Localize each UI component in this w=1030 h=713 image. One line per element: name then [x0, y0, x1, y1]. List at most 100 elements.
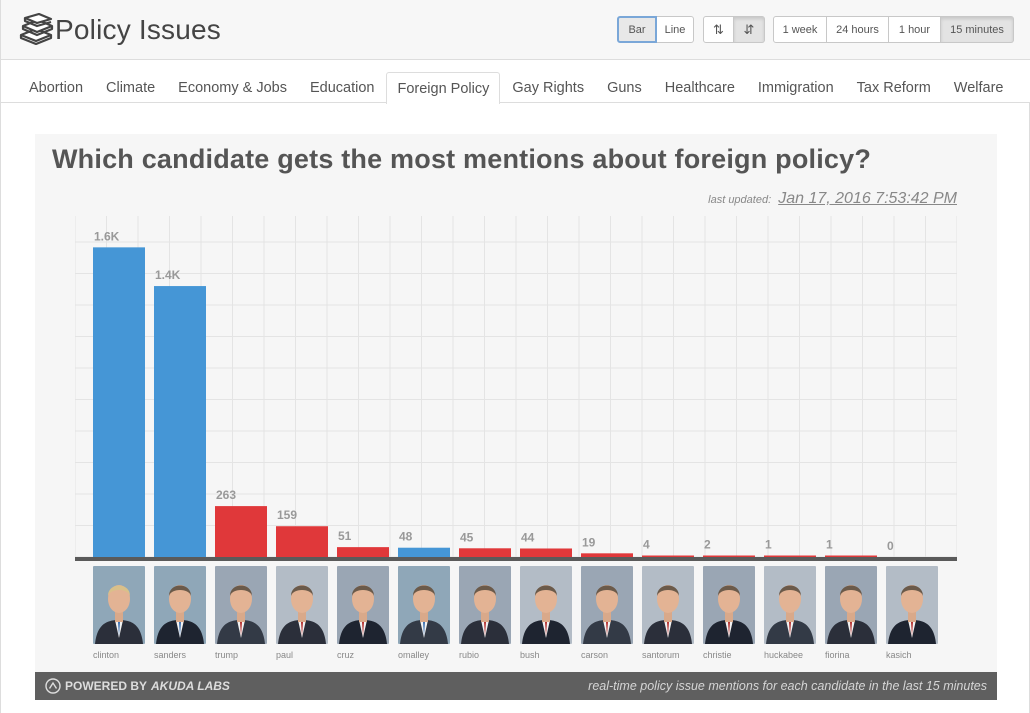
bar-trump[interactable]: [215, 506, 267, 557]
cruz-photo: [337, 566, 389, 644]
timeframe-24-hours-button[interactable]: 24 hours: [827, 16, 889, 43]
candidate-name-christie: christie: [703, 650, 732, 660]
bar-christie[interactable]: [703, 555, 755, 558]
policy-tabs: Abortion Climate Economy & Jobs Education Fo…: [1, 60, 1030, 104]
bar-value-label-rubio: 45: [460, 530, 474, 544]
candidate-sanders[interactable]: sanders: [154, 566, 208, 660]
timeframe-15-minutes-button[interactable]: 15 minutes: [941, 16, 1014, 43]
bar-rubio[interactable]: [459, 548, 511, 557]
timeframe-1-hour-button[interactable]: 1 hour: [889, 16, 941, 43]
bar-omalley[interactable]: [398, 547, 450, 557]
candidate-clinton[interactable]: clinton: [93, 566, 147, 660]
last-updated-label: last updated:: [708, 194, 772, 206]
candidate-bush[interactable]: bush: [520, 566, 574, 660]
candidate-christie[interactable]: christie: [703, 566, 757, 660]
bar-value-label-carson: 19: [582, 535, 596, 549]
bar-carson[interactable]: [581, 553, 633, 557]
tab-tax-reform[interactable]: Tax Reform: [856, 80, 931, 96]
bar-santorum[interactable]: [642, 555, 694, 558]
bush-photo: [520, 566, 572, 644]
tab-education[interactable]: Education: [309, 80, 375, 96]
candidate-name-huckabee: huckabee: [764, 650, 804, 660]
tab-guns[interactable]: Guns: [607, 80, 642, 96]
candidate-omalley[interactable]: omalley: [398, 566, 452, 660]
bar-huckabee[interactable]: [764, 555, 816, 558]
candidate-name-fiorina: fiorina: [825, 650, 850, 660]
app-title: Policy Issues: [55, 14, 221, 45]
bar-cruz[interactable]: [337, 547, 389, 557]
akuda-logo-icon: [45, 678, 61, 694]
sanders-photo: [154, 566, 206, 644]
candidate-huckabee[interactable]: huckabee: [764, 566, 818, 660]
chart-baseline: [75, 557, 957, 561]
bar-chart-button[interactable]: Bar: [617, 16, 657, 43]
bar-value-label-trump: 263: [216, 488, 236, 502]
candidate-name-cruz: cruz: [337, 650, 355, 660]
santorum-photo: [642, 566, 694, 644]
bar-value-label-fiorina: 1: [826, 538, 833, 552]
tab-climate[interactable]: Climate: [106, 80, 156, 96]
candidate-name-santorum: santorum: [642, 650, 680, 660]
candidate-name-trump: trump: [215, 650, 239, 660]
bar-value-label-santorum: 4: [643, 538, 650, 552]
sort-ascending-button[interactable]: ⇅: [703, 16, 734, 43]
candidate-name-paul: paul: [276, 650, 294, 660]
timeframe-1-week-button[interactable]: 1 week: [773, 16, 827, 43]
bar-clinton[interactable]: [93, 247, 145, 557]
candidate-paul[interactable]: paul: [276, 566, 330, 660]
sort-descending-button[interactable]: ⇵: [734, 16, 765, 43]
powered-by-prefix: POWERED BY: [65, 679, 148, 693]
bar-value-label-christie: 2: [704, 538, 711, 552]
candidate-name-rubio: rubio: [459, 650, 480, 660]
sort-ascending-icon: ⇅: [713, 21, 724, 37]
line-chart-button[interactable]: Line: [657, 16, 694, 43]
sort-toggle: ⇅ ⇵: [703, 16, 765, 43]
last-updated: last updated: Jan 17, 2016 7:53:42 PM: [708, 190, 957, 208]
candidate-rubio[interactable]: rubio: [459, 566, 513, 660]
christie-photo: [703, 566, 755, 644]
tab-list: Abortion Climate Economy & Jobs Education Fo…: [18, 72, 1015, 104]
bar-sanders[interactable]: [154, 286, 206, 557]
candidate-name-carson: carson: [581, 650, 609, 660]
header: Policy Issues Bar Line ⇅ ⇵ 1 week 24 hours 1…: [1, 0, 1030, 60]
trump-photo: [215, 566, 267, 644]
bar-value-label-huckabee: 1: [765, 538, 772, 552]
tab-economy-jobs[interactable]: Economy & Jobs: [178, 80, 287, 96]
candidate-kasich[interactable]: kasich: [886, 566, 940, 660]
bar-fiorina[interactable]: [825, 555, 877, 558]
bar-value-label-sanders: 1.4K: [155, 268, 181, 282]
bar-bush[interactable]: [520, 548, 572, 557]
bar-value-label-cruz: 51: [338, 529, 352, 543]
paul-photo: [276, 566, 328, 644]
candidate-santorum[interactable]: santorum: [642, 566, 696, 660]
chart-type-toggle: Bar Line: [617, 16, 694, 43]
candidate-carson[interactable]: carson: [581, 566, 635, 660]
candidate-cruz[interactable]: cruz: [337, 566, 391, 660]
chart-footer: POWERED BY AKUDA LABS real-time policy i…: [35, 672, 997, 700]
candidate-trump[interactable]: trump: [215, 566, 269, 660]
tab-foreign-policy[interactable]: Foreign Policy: [386, 72, 501, 104]
tab-healthcare[interactable]: Healthcare: [664, 80, 735, 96]
bar-paul[interactable]: [276, 526, 328, 557]
tab-welfare[interactable]: Welfare: [953, 80, 1004, 96]
footer-caption: real-time policy issue mentions for each…: [588, 679, 987, 693]
candidate-name-clinton: clinton: [93, 650, 120, 660]
candidate-photos: clinton sanders trump paul cruz omalley rubio b…: [75, 566, 957, 660]
last-updated-timestamp[interactable]: Jan 17, 2016 7:53:42 PM: [778, 190, 957, 207]
sort-descending-icon: ⇵: [743, 21, 755, 37]
candidate-name-bush: bush: [520, 650, 540, 660]
bar-value-label-bush: 44: [521, 530, 535, 544]
chart-panel: Which candidate gets the most mentions a…: [35, 134, 997, 700]
tab-gay-rights[interactable]: Gay Rights: [512, 80, 585, 96]
candidate-name-omalley: omalley: [398, 650, 430, 660]
carson-photo: [581, 566, 633, 644]
powered-by[interactable]: POWERED BY AKUDA LABS: [45, 678, 230, 694]
tab-immigration[interactable]: Immigration: [757, 80, 834, 96]
tab-abortion[interactable]: Abortion: [29, 80, 84, 96]
candidate-fiorina[interactable]: fiorina: [825, 566, 879, 660]
bar-value-label-paul: 159: [277, 508, 297, 522]
omalley-photo: [398, 566, 450, 644]
kasich-photo: [886, 566, 938, 644]
candidate-name-sanders: sanders: [154, 650, 187, 660]
